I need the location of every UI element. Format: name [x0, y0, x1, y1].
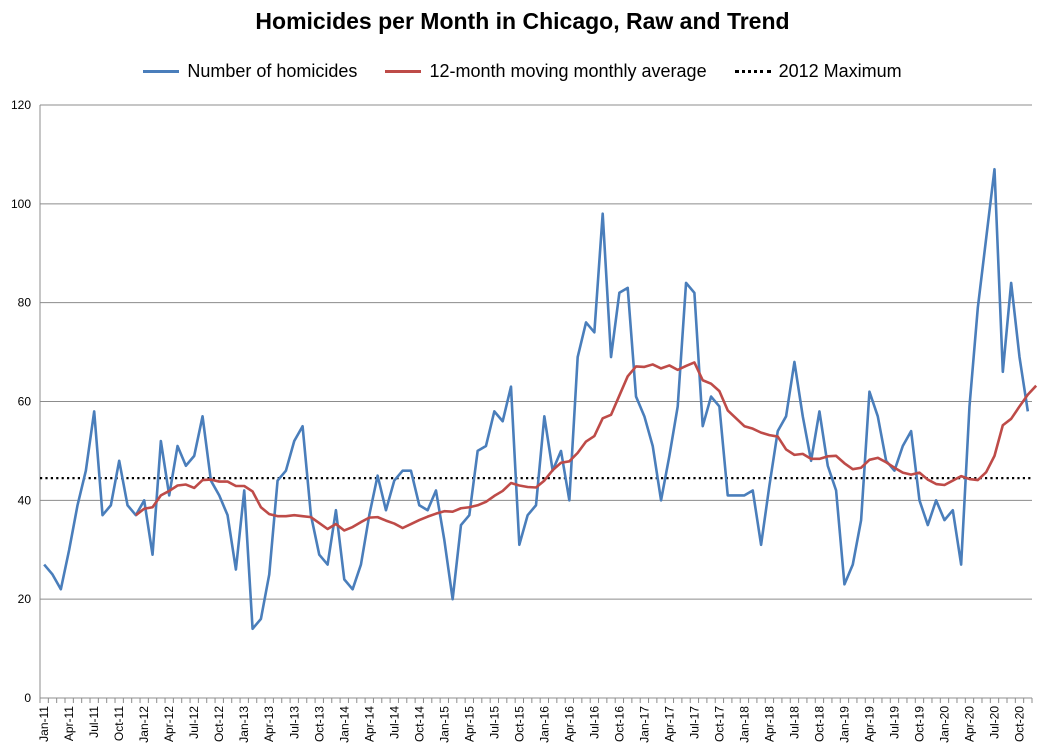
x-tick-label: Oct-12: [212, 706, 226, 742]
y-tick-label: 40: [18, 493, 32, 507]
legend-item-homicides: Number of homicides: [143, 61, 357, 82]
x-tick-label: Apr-19: [862, 706, 876, 742]
x-tick-label: Jan-14: [337, 706, 351, 743]
chart-title: Homicides per Month in Chicago, Raw and …: [255, 8, 790, 34]
x-tick-label: Jul-20: [987, 706, 1001, 739]
x-tick-label: Jul-17: [687, 706, 701, 739]
x-tick-label: Jan-15: [437, 706, 451, 743]
x-tick-label: Apr-12: [162, 706, 176, 742]
x-tick-label: Jul-13: [287, 706, 301, 739]
series-moving-average-line: [135, 361, 1038, 532]
y-tick-label: 80: [18, 296, 32, 310]
x-tick-label: Jan-20: [937, 706, 951, 743]
legend-label-homicides: Number of homicides: [187, 60, 358, 81]
x-tick-label: Oct-18: [812, 706, 826, 742]
x-tick-label: Oct-11: [112, 706, 126, 741]
x-tick-label: Oct-14: [412, 706, 426, 742]
y-tick-label: 0: [24, 691, 31, 705]
x-tick-label: Jul-11: [87, 706, 101, 738]
x-tick-label: Jul-12: [187, 706, 201, 739]
x-tick-label: Jan-12: [137, 706, 151, 743]
legend-label-2012-maximum: 2012 Maximum: [778, 60, 902, 81]
x-tick-label: Apr-16: [562, 706, 576, 742]
y-tick-label: 60: [18, 395, 32, 409]
legend-label-moving-average: 12-month moving monthly average: [429, 60, 707, 81]
x-tick-label: Jan-17: [637, 706, 651, 743]
legend: Number of homicides 12-month moving mont…: [0, 58, 1045, 84]
x-tick-label: Apr-18: [762, 706, 776, 742]
y-tick-label: 20: [18, 592, 32, 606]
x-tick-label: Oct-17: [712, 706, 726, 742]
legend-swatch-homicides: [143, 69, 180, 73]
x-tick-label: Apr-20: [962, 706, 976, 742]
x-tick-label: Jul-16: [587, 706, 601, 739]
x-tick-label: Apr-15: [462, 706, 476, 742]
x-tick-label: Jan-11: [37, 706, 51, 742]
x-tick-label: Oct-19: [912, 706, 926, 742]
legend-item-moving-average: 12-month moving monthly average: [385, 60, 707, 82]
y-tick-label: 100: [11, 197, 31, 211]
x-tick-label: Jul-14: [387, 706, 401, 739]
x-tick-label: Jan-16: [537, 706, 551, 743]
series-homicides-line: [43, 167, 1030, 631]
x-tick-label: Oct-15: [512, 706, 526, 742]
y-tick-label: 120: [11, 98, 31, 112]
x-tick-label: Oct-13: [312, 706, 326, 742]
x-tick-label: Jan-19: [837, 706, 851, 743]
x-tick-label: Jul-18: [787, 706, 801, 739]
x-tick-label: Apr-13: [262, 706, 276, 742]
legend-item-2012-maximum: 2012 Maximum: [734, 60, 902, 82]
legend-swatch-moving-average: [385, 69, 422, 73]
x-tick-label: Apr-11: [62, 706, 76, 741]
x-tick-label: Oct-16: [612, 706, 626, 742]
x-tick-label: Jul-15: [487, 706, 501, 739]
x-tick-label: Jan-13: [237, 706, 251, 743]
x-tick-label: Apr-17: [662, 706, 676, 742]
x-tick-label: Jul-19: [887, 706, 901, 739]
legend-swatch-2012-maximum: [734, 69, 771, 73]
x-tick-label: Apr-14: [362, 706, 376, 742]
x-tick-label: Jan-18: [737, 706, 751, 743]
x-tick-label: Oct-20: [1012, 706, 1026, 742]
